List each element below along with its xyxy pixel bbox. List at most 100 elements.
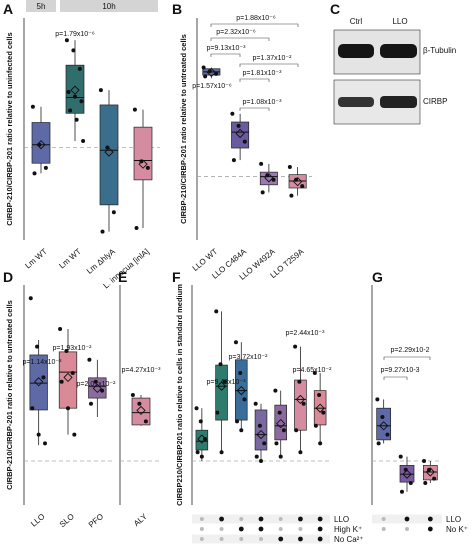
bracket (210, 23, 299, 27)
condition-label: High K⁺ (334, 525, 362, 534)
box (88, 377, 107, 399)
mean-marker (402, 469, 412, 479)
data-point (289, 193, 294, 198)
data-point (203, 74, 208, 79)
data-point (137, 401, 142, 406)
panel-letter: D (3, 269, 13, 285)
condition-dot (258, 516, 264, 522)
y-axis-label: CIRBP-210/CIRBP-201 ratio relative to un… (179, 34, 188, 224)
data-point (30, 406, 35, 411)
blot-panel: C Ctrl LLO β-Tubulin CIRBP (330, 1, 456, 125)
data-point (254, 454, 259, 459)
p-value: p=1.37x10⁻² (253, 55, 293, 62)
panel-letter: E (118, 269, 127, 285)
mean-marker (34, 377, 44, 387)
bracket (239, 63, 299, 67)
data-point (298, 450, 303, 455)
mean-marker (104, 147, 114, 157)
data-point (203, 437, 208, 441)
condition-dot (381, 517, 386, 521)
condition-dot (199, 517, 204, 521)
p-value: p=1.57x10⁻⁶ (192, 83, 232, 90)
condition-dot (317, 516, 323, 522)
condition-dot (219, 537, 224, 541)
data-point (37, 142, 42, 147)
bracket (210, 37, 270, 41)
box (274, 404, 287, 441)
data-point (222, 379, 227, 384)
x-tick-label: LLO (29, 512, 46, 529)
x-tick-label: Lm WT (57, 247, 83, 271)
data-point (262, 441, 267, 446)
data-point (132, 107, 137, 112)
x-tick-label: SLO (58, 512, 76, 529)
condition-dot (404, 516, 410, 522)
data-point (375, 397, 380, 402)
condition-label: No K⁺ (446, 525, 468, 534)
data-point (287, 165, 292, 170)
condition-dot (199, 537, 204, 541)
mean-marker (236, 385, 246, 396)
condition-dot (427, 526, 433, 532)
data-point (66, 90, 71, 94)
mean-marker (63, 372, 73, 383)
data-point (423, 481, 428, 485)
data-point (380, 415, 385, 419)
data-point (41, 375, 46, 380)
data-point (422, 459, 427, 463)
data-point (274, 441, 279, 446)
data-point (71, 48, 76, 53)
p-value: p=1.08x10⁻³ (243, 99, 283, 106)
data-point (68, 108, 73, 113)
bracket (239, 107, 270, 111)
x-tick-label: Lm ΔhlyA (85, 247, 118, 276)
data-point (278, 454, 283, 459)
y-axis-label: CIRBP-210/CIRBP-201 ratio relative to un… (5, 32, 14, 225)
data-point (105, 145, 110, 150)
condition-dot (199, 527, 204, 531)
box (133, 126, 153, 181)
lane-label: LLO (392, 17, 407, 26)
condition-dot (278, 517, 283, 521)
data-point (233, 340, 238, 345)
box (99, 104, 119, 206)
box (294, 379, 307, 431)
data-point (100, 229, 105, 234)
mean-marker (315, 403, 325, 413)
data-point (59, 379, 64, 384)
data-point (259, 161, 264, 166)
p-value: p=9.13x10⁻³ (207, 45, 247, 52)
data-point (399, 489, 404, 494)
data-point (403, 467, 408, 472)
data-point (242, 139, 247, 144)
box (422, 465, 438, 481)
data-point (93, 379, 98, 384)
condition-dot (298, 516, 303, 522)
condition-dot (298, 527, 303, 531)
p-value: p=1.88x10⁻⁶ (236, 15, 276, 22)
group-bar (26, 0, 56, 12)
chart-panel: A CIRBP-210/CIRBP-201 ratio relative to u… (3, 0, 160, 290)
mean-marker (256, 429, 266, 440)
box (376, 407, 392, 441)
p-value: p=1.81x10⁻³ (243, 70, 283, 77)
data-point (265, 173, 270, 178)
data-point (215, 410, 220, 415)
condition-dot (278, 527, 283, 531)
data-point (134, 225, 139, 230)
data-point (35, 344, 40, 349)
panel-letter: C (330, 1, 340, 17)
p-value: p=2.44x10⁻³ (286, 330, 326, 337)
condition-dot (238, 526, 244, 532)
bracket (383, 356, 431, 360)
data-point (260, 190, 265, 195)
data-point (294, 428, 299, 433)
condition-dot (381, 527, 386, 531)
y-axis-label: CIRBP-210/CIRBP-201 ratio relative to un… (5, 300, 14, 490)
condition-label: No Ca²⁺ (334, 535, 364, 544)
data-point (398, 454, 403, 459)
data-point (73, 94, 77, 99)
panel-letter: B (172, 1, 182, 17)
panel-letter: G (372, 269, 383, 285)
